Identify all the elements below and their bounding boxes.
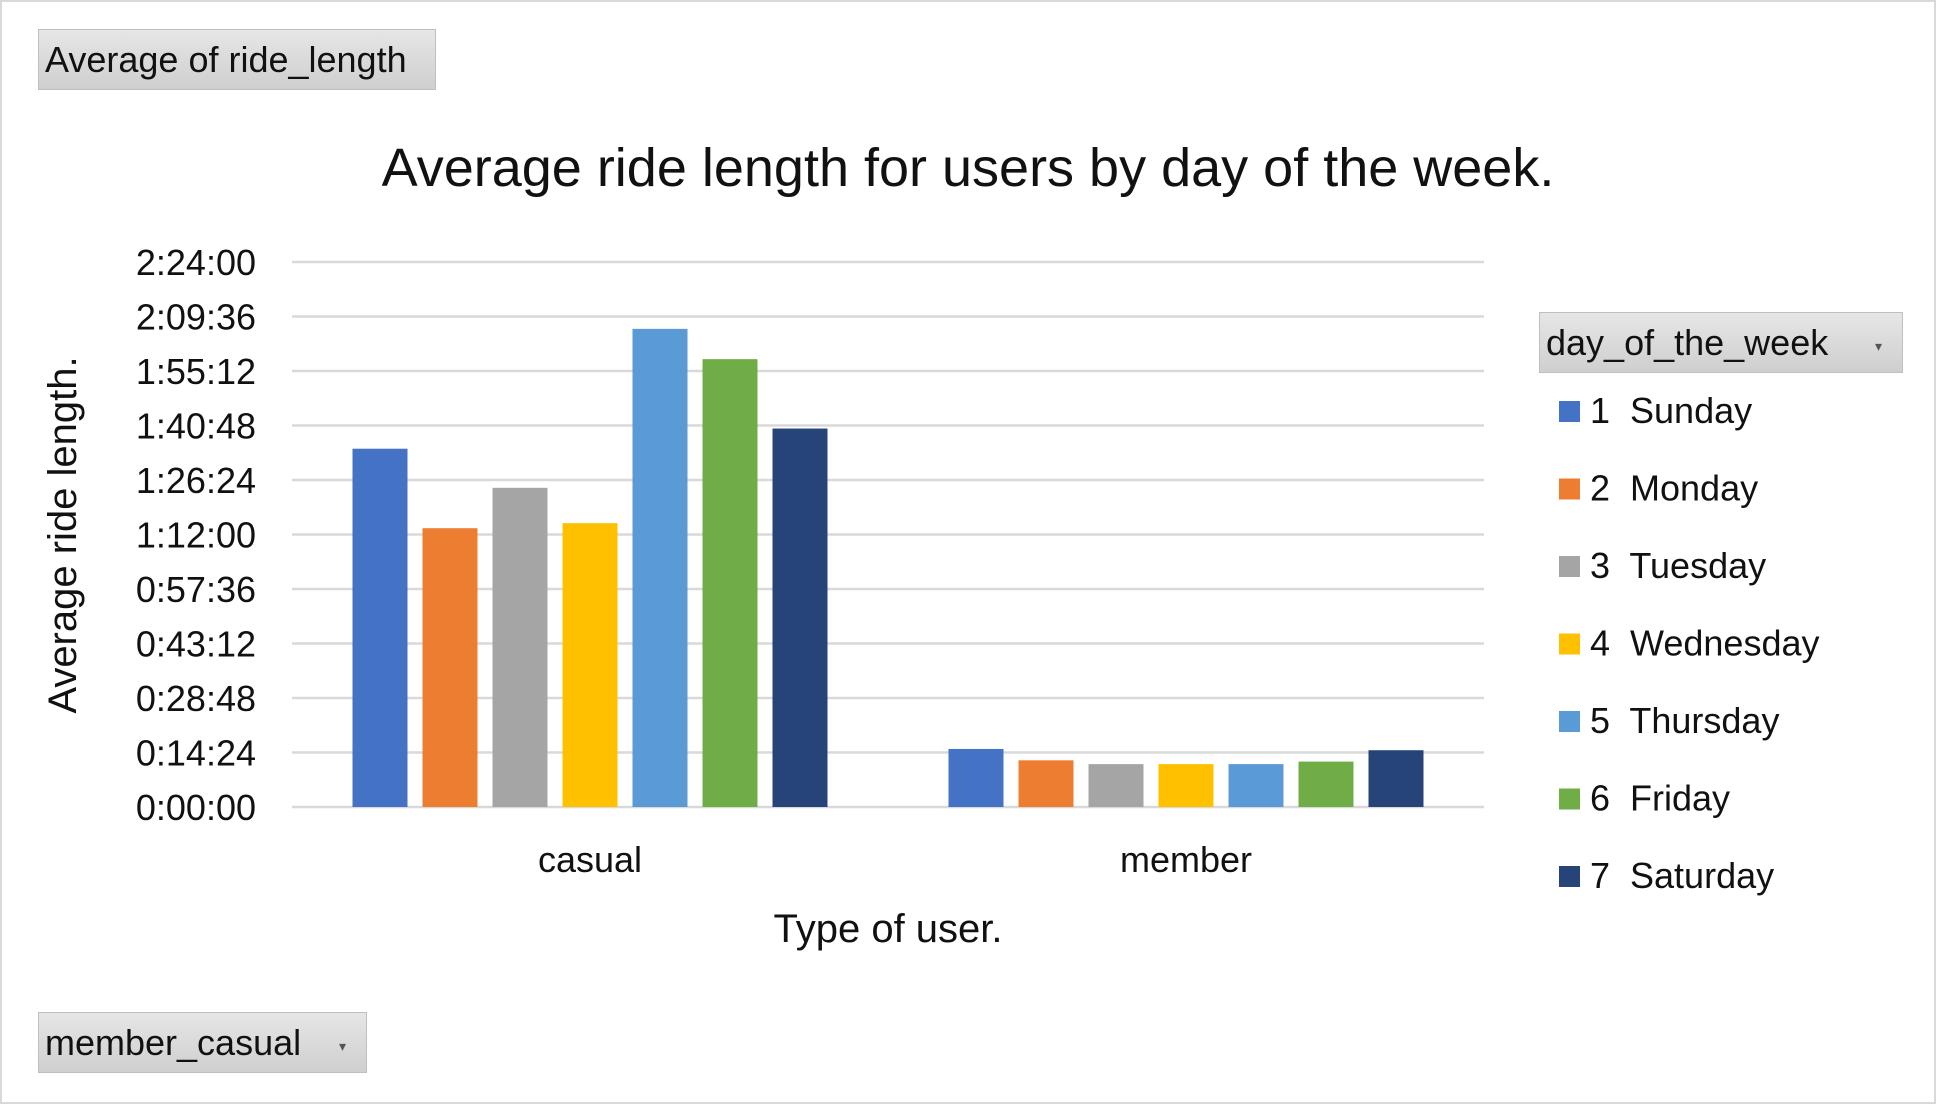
axis-field-label: member_casual [45,1021,302,1063]
y-tick-label: 2:09:36 [136,297,256,338]
legend-label: 4 Wednesday [1590,623,1819,664]
legend-swatch [1559,556,1580,577]
value-field-button[interactable]: Average of ride_length [38,29,436,90]
bar[interactable] [352,448,408,807]
legend-label: 3 Tuesday [1590,545,1766,586]
legend-swatch [1559,633,1580,655]
y-tick-label: 0:00:00 [136,787,256,828]
x-tick-labels: casual member [538,839,1252,880]
x-tick-label: member [1120,839,1252,880]
legend-field-button[interactable]: day_of_the_week ▾ [1539,312,1903,373]
y-tick-label: 1:55:12 [136,351,256,392]
legend-swatch [1559,788,1580,810]
y-tick-label: 0:57:36 [136,569,256,610]
bar[interactable] [1368,750,1424,807]
bar[interactable] [492,487,548,807]
legend-label: 5 Thursday [1590,700,1779,741]
y-tick-label: 1:12:00 [136,515,256,556]
dropdown-arrow-icon[interactable]: ▾ [338,1037,346,1054]
bar[interactable] [632,328,688,807]
bar[interactable] [1298,761,1354,807]
legend-label: 1 Sunday [1590,390,1752,431]
bar[interactable] [772,428,828,807]
legend-label: 2 Monday [1590,468,1758,509]
y-tick-label: 0:14:24 [136,733,256,774]
bar[interactable] [1228,764,1284,807]
bars [352,328,1424,807]
legend-label: 6 Friday [1590,778,1730,819]
bar[interactable] [562,523,618,807]
chart-title: Average ride length for users by day of … [382,138,1555,198]
bar[interactable] [948,748,1004,807]
bar[interactable] [1158,764,1214,807]
x-axis-title: Type of user. [773,907,1002,951]
y-tick-label: 1:26:24 [136,460,256,501]
dropdown-arrow-icon[interactable]: ▾ [1874,337,1882,354]
gridlines [292,260,1484,809]
y-tick-label: 0:28:48 [136,678,256,719]
x-tick-label: casual [538,839,642,880]
y-axis-title: Average ride length. [41,356,85,713]
legend-swatch [1559,478,1580,500]
y-tick-labels: 0:00:00 0:14:24 0:28:48 0:43:12 0:57:36 1:12:… [136,242,256,828]
y-tick-label: 2:24:00 [136,242,256,283]
bar[interactable] [1088,764,1144,807]
legend: 1 Sunday 2 Monday 3 Tuesday 4 Wednesday 5 Th… [1559,390,1819,896]
legend-swatch [1559,711,1580,732]
axis-field-button[interactable]: member_casual ▾ [38,1012,367,1073]
legend-swatch [1559,866,1580,887]
bar[interactable] [422,528,478,807]
value-field-label: Average of ride_length [45,38,407,80]
y-tick-label: 1:40:48 [136,406,256,447]
bar[interactable] [702,359,758,807]
bar[interactable] [1018,760,1074,807]
y-tick-label: 0:43:12 [136,624,256,665]
legend-label: 7 Saturday [1590,855,1774,896]
legend-swatch [1559,401,1580,422]
legend-field-label: day_of_the_week [1546,321,1829,363]
